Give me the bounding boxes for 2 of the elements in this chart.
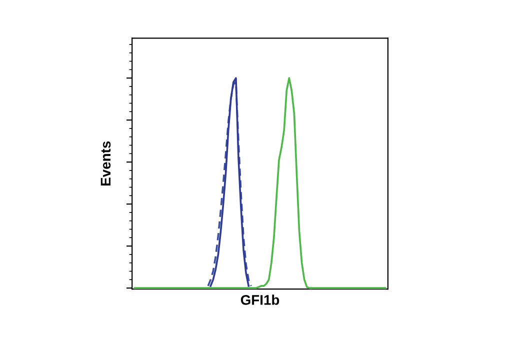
y-axis-title: Events (100, 141, 111, 186)
x-axis-title: GFI1b (240, 294, 280, 305)
